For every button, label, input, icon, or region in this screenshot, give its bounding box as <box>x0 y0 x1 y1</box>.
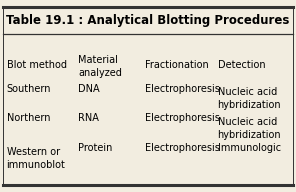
Text: Northern: Northern <box>7 113 50 123</box>
Text: Blot method: Blot method <box>7 60 67 70</box>
Text: Electrophoresis: Electrophoresis <box>145 84 220 94</box>
Text: Electrophoresis: Electrophoresis <box>145 113 220 123</box>
Text: Western or
immunoblot: Western or immunoblot <box>7 147 65 170</box>
Text: Table 19.1 : Analytical Blotting Procedures: Table 19.1 : Analytical Blotting Procedu… <box>6 14 290 27</box>
Text: RNA: RNA <box>78 113 99 123</box>
Text: Nucleic acid
hybridization: Nucleic acid hybridization <box>218 117 281 140</box>
Text: Detection: Detection <box>218 60 265 70</box>
Text: Material
analyzed: Material analyzed <box>78 55 122 78</box>
Text: DNA: DNA <box>78 84 100 94</box>
Text: Southern: Southern <box>7 84 51 94</box>
Text: Protein: Protein <box>78 143 113 153</box>
Text: Immunologic: Immunologic <box>218 143 281 153</box>
Text: Nucleic acid
hybridization: Nucleic acid hybridization <box>218 87 281 110</box>
Text: Fractionation: Fractionation <box>145 60 209 70</box>
Text: Electrophoresis: Electrophoresis <box>145 143 220 153</box>
